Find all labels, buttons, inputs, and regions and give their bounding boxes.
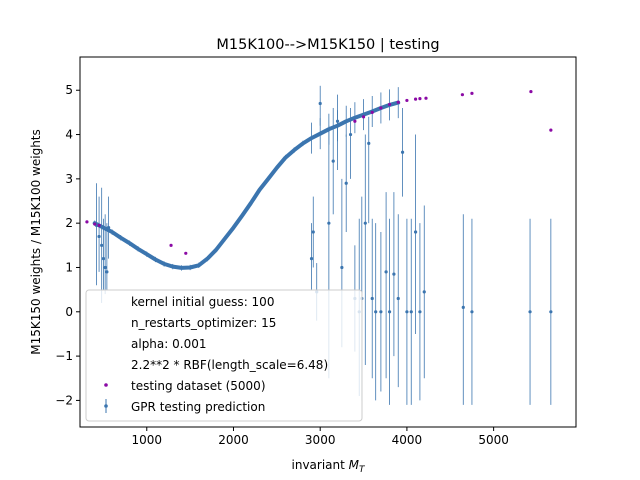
prediction-point: [348, 132, 353, 137]
legend: kernel initial guess: 100 n_restarts_opt…: [85, 289, 363, 422]
prediction-curve-layer: [92, 100, 401, 270]
testing-point: [169, 243, 173, 247]
x-tick-label: 3000: [305, 433, 336, 447]
testing-point: [470, 91, 474, 95]
prediction-point: [400, 150, 405, 154]
y-axis-label: M15K150 weights / M15K100 weights: [29, 129, 43, 355]
prediction-points-layer: [94, 101, 553, 314]
testing-point: [85, 220, 89, 224]
prediction-point: [367, 141, 371, 146]
prediction-point: [392, 272, 396, 276]
testing-point: [549, 128, 553, 132]
prediction-point: [374, 310, 378, 314]
testing-points-layer: [85, 89, 553, 255]
prediction-point: [309, 257, 314, 261]
x-tick-label: 4000: [392, 433, 423, 447]
testing-point: [184, 251, 188, 255]
prediction-point: [340, 265, 344, 270]
x-axis-label-text: invariant: [292, 458, 349, 472]
testing-point: [370, 110, 374, 114]
legend-testing-marker: [104, 383, 108, 387]
prediction-point: [344, 181, 348, 185]
x-tick-label: 1000: [131, 433, 162, 447]
prediction-point: [387, 310, 392, 314]
prediction-point: [379, 310, 383, 314]
testing-point: [405, 98, 409, 103]
legend-entry-kernel: 2.2**2 * RBF(length_scale=6.48): [131, 358, 328, 372]
prediction-point: [311, 230, 315, 234]
x-axis-ticks: 1000 2000 3000 4000 5000: [131, 427, 509, 447]
testing-point: [460, 93, 465, 97]
prediction-point: [97, 234, 101, 239]
testing-point: [387, 102, 392, 107]
legend-entry-kernel-guess: kernel initial guess: 100: [131, 295, 274, 309]
y-tick-label: −2: [55, 393, 73, 407]
testing-point: [353, 119, 357, 123]
x-tick-label: 5000: [478, 433, 509, 447]
prediction-point: [107, 225, 111, 230]
y-tick-label: 5: [65, 83, 73, 97]
testing-point: [396, 100, 400, 104]
testing-point: [93, 222, 97, 226]
y-tick-label: 2: [65, 216, 73, 230]
prediction-point: [363, 221, 367, 225]
prediction-point: [461, 305, 465, 309]
legend-prediction-marker: [104, 404, 108, 408]
x-axis-label-math: M: [349, 458, 360, 472]
y-tick-label: 4: [65, 128, 73, 142]
prediction-point: [549, 310, 553, 314]
x-axis-label: invariant MT: [292, 458, 367, 475]
prediction-curve: [92, 100, 401, 270]
prediction-point: [413, 230, 418, 234]
prediction-point: [318, 101, 322, 106]
testing-point: [424, 96, 428, 100]
y-axis-ticks: −2 −1 0 1 2 3 4 5: [55, 83, 80, 407]
testing-point: [379, 106, 383, 110]
y-tick-label: 1: [65, 260, 73, 274]
prediction-point: [105, 270, 109, 274]
x-axis-label-subscript: T: [359, 465, 366, 475]
prediction-point: [422, 290, 426, 294]
legend-entry-restarts: n_restarts_optimizer: 15: [131, 316, 276, 330]
testing-point: [361, 115, 366, 119]
testing-point: [529, 89, 533, 94]
prediction-point: [405, 310, 409, 314]
prediction-point: [103, 265, 107, 270]
legend-entry-testing: testing dataset (5000): [131, 379, 266, 393]
prediction-point: [370, 296, 374, 301]
prediction-point: [100, 243, 104, 247]
legend-box: [85, 289, 363, 422]
testing-point: [418, 97, 422, 101]
legend-entry-alpha: alpha: 0.001: [131, 337, 206, 351]
y-tick-label: −1: [55, 349, 73, 363]
chart-title: M15K100-->M15K150 | testing: [216, 37, 439, 53]
prediction-point: [409, 310, 413, 314]
prediction-point: [384, 270, 388, 274]
legend-entry-prediction: GPR testing prediction: [131, 400, 265, 414]
prediction-point: [101, 257, 106, 261]
prediction-point: [331, 159, 335, 163]
testing-point: [97, 223, 101, 227]
prediction-point: [335, 119, 340, 123]
prediction-point: [327, 221, 331, 225]
prediction-point: [528, 310, 532, 314]
prediction-point: [396, 296, 400, 301]
prediction-point: [418, 310, 422, 314]
axes-frame: [79, 56, 577, 428]
x-tick-label: 2000: [218, 433, 249, 447]
testing-point: [413, 97, 418, 101]
y-tick-label: 0: [65, 305, 73, 319]
y-tick-label: 3: [65, 172, 73, 186]
prediction-point: [470, 310, 474, 314]
